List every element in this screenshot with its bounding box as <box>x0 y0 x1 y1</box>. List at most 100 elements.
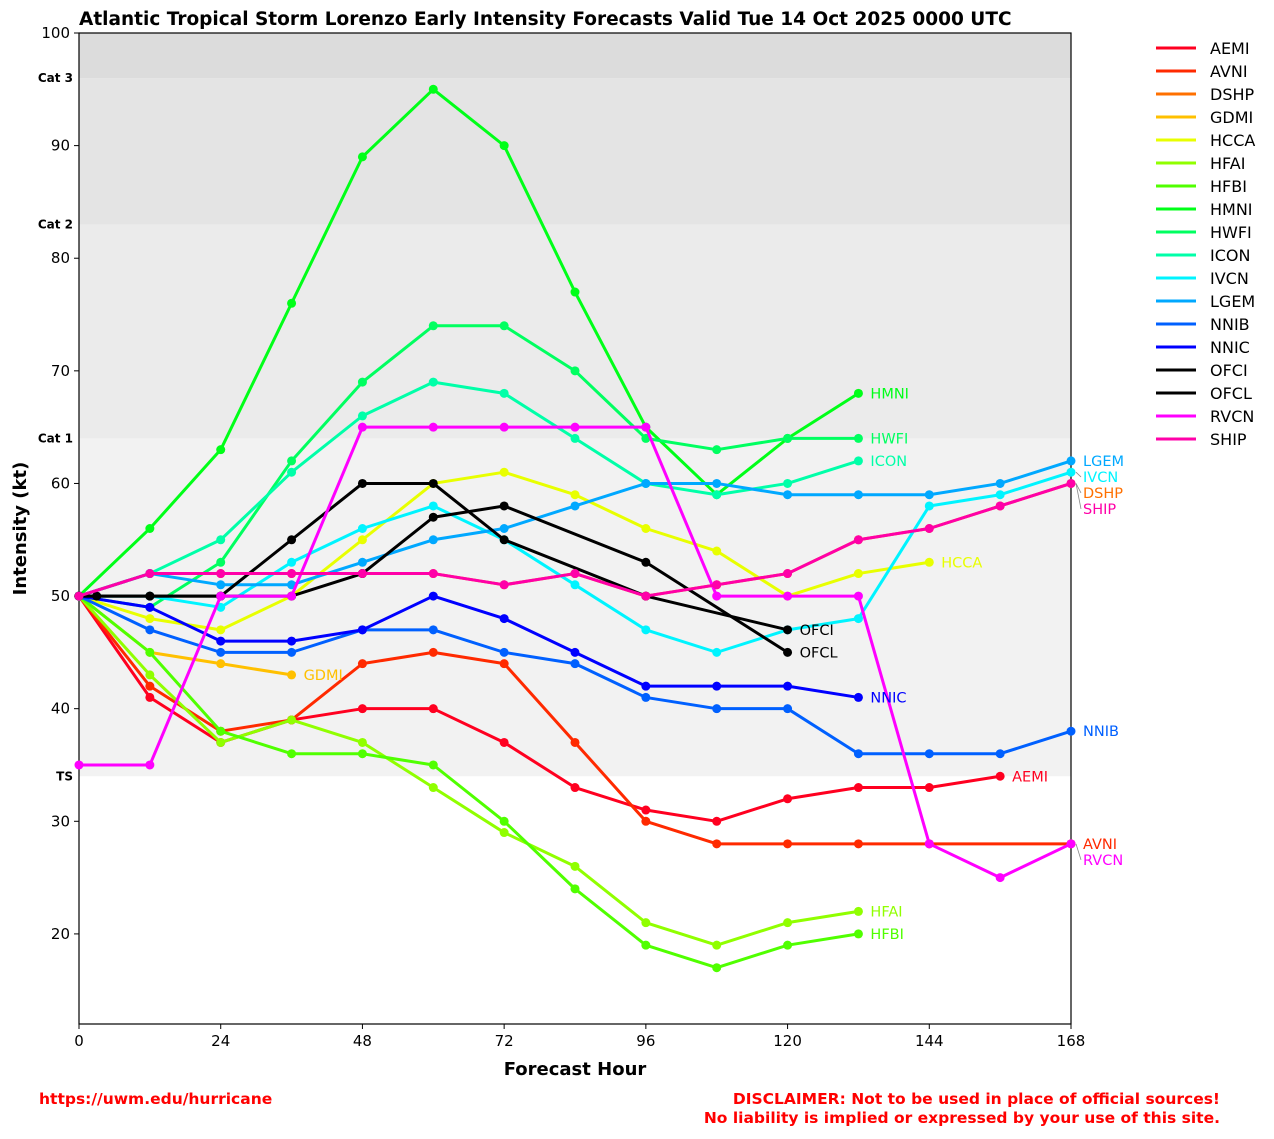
data-point-aemi <box>428 704 438 714</box>
data-point-avni <box>428 647 438 657</box>
data-point-ship <box>499 580 509 590</box>
data-point-aemi <box>641 805 651 815</box>
band-label: Cat 1 <box>38 431 73 445</box>
x-tick-label: 96 <box>636 1032 655 1050</box>
data-point-rvcn <box>357 422 367 432</box>
legend-label-hfai: HFAI <box>1210 154 1245 173</box>
legend-label-nnib: NNIB <box>1210 315 1250 334</box>
data-point-ship <box>570 569 580 579</box>
data-point-ivcn <box>641 625 651 635</box>
data-point-nnib <box>995 749 1005 759</box>
footer-url[interactable]: https://uwm.edu/hurricane <box>39 1090 273 1108</box>
data-point-ship <box>357 569 367 579</box>
data-point-ivcn <box>995 490 1005 500</box>
data-point-rvcn <box>428 422 438 432</box>
data-point-hcca <box>924 557 934 567</box>
legend-label-hcca: HCCA <box>1210 131 1255 150</box>
data-point-nnic <box>428 591 438 601</box>
data-point-lgem <box>853 490 863 500</box>
data-point-hfbi <box>287 749 297 759</box>
legend-label-aemi: AEMI <box>1210 39 1250 58</box>
legend-label-ship: SHIP <box>1210 430 1247 449</box>
series-end-label-avni: AVNI <box>1083 837 1117 853</box>
series-end-label-hfbi: HFBI <box>870 927 903 943</box>
band-label: Cat 3 <box>38 71 73 85</box>
data-point-hcca <box>499 467 509 477</box>
data-point-hfbi <box>641 940 651 950</box>
data-point-nnic <box>499 614 509 624</box>
data-point-nnib <box>853 749 863 759</box>
data-point-hfai <box>570 861 580 871</box>
data-point-hcca <box>145 614 155 624</box>
data-point-hwfi <box>499 321 509 331</box>
data-point-lgem <box>783 490 793 500</box>
y-tick-label: 100 <box>41 24 70 42</box>
data-point-hcca <box>712 546 722 556</box>
data-point-hfai <box>357 737 367 747</box>
band-cat-1 <box>79 224 1071 439</box>
chart-title: Atlantic Tropical Storm Lorenzo Early In… <box>79 9 1012 30</box>
x-tick-label: 120 <box>773 1032 802 1050</box>
data-point-hfai <box>287 715 297 725</box>
data-point-icon <box>287 467 297 477</box>
x-tick-label: 168 <box>1057 1032 1086 1050</box>
legend-label-icon: ICON <box>1210 246 1250 265</box>
data-point-icon <box>853 456 863 466</box>
data-point-nnib <box>1066 726 1076 736</box>
data-point-hwfi <box>712 445 722 455</box>
data-point-ship <box>145 569 155 579</box>
y-tick-label: 80 <box>51 249 70 267</box>
data-point-ship <box>428 569 438 579</box>
data-point-aemi <box>853 783 863 793</box>
data-point-hfai <box>712 940 722 950</box>
data-point-hcca <box>216 625 226 635</box>
data-point-hwfi <box>287 456 297 466</box>
data-point-aemi <box>499 737 509 747</box>
data-point-nnib <box>287 647 297 657</box>
y-tick-label: 60 <box>51 474 70 492</box>
data-point-aemi <box>783 794 793 804</box>
series-end-label-ofci: OFCI <box>800 623 834 639</box>
series-end-label-hmni: HMNI <box>870 386 909 402</box>
data-point-ofcl <box>428 512 438 522</box>
data-point-icon <box>783 478 793 488</box>
data-point-ship <box>287 569 297 579</box>
data-point-hfai <box>499 828 509 838</box>
data-point-nnib <box>570 659 580 669</box>
data-point-ship <box>712 580 722 590</box>
data-point-aemi <box>712 816 722 826</box>
label-leader-dshp <box>1075 483 1082 494</box>
data-point-lgem <box>712 478 722 488</box>
data-point-nnic <box>357 625 367 635</box>
series-line-hfbi <box>78 594 859 970</box>
data-point-rvcn <box>145 760 155 770</box>
data-point-lgem <box>924 490 934 500</box>
data-point-hfbi <box>499 816 509 826</box>
data-point-ofci <box>499 535 509 545</box>
footer-disclaimer-2: No liability is implied or expressed by … <box>703 1109 1220 1127</box>
series-end-label-rvcn: RVCN <box>1083 853 1123 869</box>
data-point-avni <box>783 839 793 849</box>
data-point-ofcl <box>92 591 102 601</box>
data-point-nnib <box>499 647 509 657</box>
x-axis-label: Forecast Hour <box>504 1059 647 1080</box>
series-end-label-ivcn: IVCN <box>1083 470 1118 486</box>
data-point-nnib <box>145 625 155 635</box>
data-point-lgem <box>357 557 367 567</box>
data-point-hwfi <box>570 366 580 376</box>
data-point-hwfi <box>357 377 367 387</box>
series-line-nnic <box>78 594 859 699</box>
x-tick-label: 24 <box>211 1032 230 1050</box>
data-point-nnib <box>428 625 438 635</box>
data-point-ofci <box>428 478 438 488</box>
data-point-nnic <box>783 681 793 691</box>
data-point-rvcn <box>783 591 793 601</box>
data-point-hfbi <box>428 760 438 770</box>
label-leader-rvcn <box>1075 843 1082 860</box>
data-point-rvcn <box>287 591 297 601</box>
data-point-hmni <box>145 524 155 533</box>
data-point-hmni <box>428 84 438 94</box>
data-point-hfbi <box>783 940 793 950</box>
legend-label-nnic: NNIC <box>1210 338 1250 357</box>
data-point-ship <box>641 591 651 601</box>
